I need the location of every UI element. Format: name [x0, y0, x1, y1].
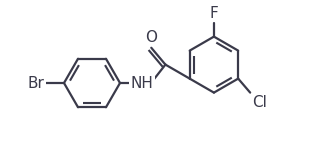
Text: Br: Br: [27, 75, 44, 91]
Text: Cl: Cl: [252, 95, 267, 110]
Text: NH: NH: [131, 75, 153, 91]
Text: F: F: [210, 6, 218, 21]
Text: O: O: [145, 30, 157, 45]
